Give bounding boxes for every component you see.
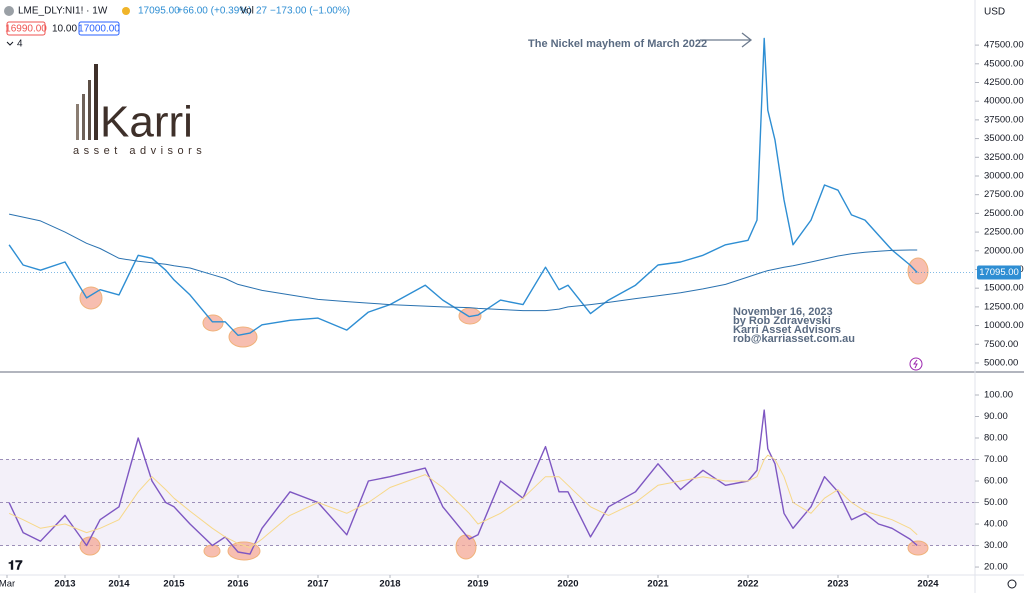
currency[interactable]: USD <box>984 7 1005 18</box>
series-line <box>8 409 918 555</box>
volume: 27 <box>256 6 268 17</box>
price: 17095.00 <box>138 6 180 17</box>
bid[interactable]: 16990.00 <box>5 24 47 35</box>
y-tick-label: 7500.00 <box>984 339 1018 350</box>
symbol: LME_DLY:NI1! · 1W <box>18 6 108 17</box>
y-tick-label: 5000.00 <box>984 357 1018 368</box>
y-tick-label: 70.00 <box>984 454 1008 465</box>
spread: 10.00 <box>52 24 77 35</box>
y-tick-label: 25000.00 <box>984 208 1024 219</box>
highlights <box>79 257 929 561</box>
ask[interactable]: 17000.00 <box>78 24 120 35</box>
alert-icon[interactable] <box>909 357 923 371</box>
y-tick-label: 15000.00 <box>984 283 1024 294</box>
arrow <box>700 32 753 48</box>
logo: Karri asset advisors <box>73 64 206 157</box>
annotation: Karri Asset Advisors <box>733 324 841 336</box>
y-tick-label: 50.00 <box>984 497 1008 508</box>
settings-icon[interactable] <box>1007 579 1017 589</box>
logo-name: Karri <box>100 98 193 147</box>
bid-box[interactable] <box>6 21 46 36</box>
last-price-label: 17095.00 <box>979 267 1019 278</box>
x-tick-label: 2020 <box>557 579 578 590</box>
annotation: by Rob Zdravevski <box>733 315 831 327</box>
x-tick-label: 2024 <box>917 579 939 590</box>
ask-box[interactable] <box>78 21 120 36</box>
logo-tagline: asset advisors <box>73 145 206 157</box>
y-tick-label: 80.00 <box>984 433 1008 444</box>
x-tick-label: 2014 <box>108 579 130 590</box>
annotation: The Nickel mayhem of March 2022 <box>528 38 707 50</box>
collapse-icon[interactable] <box>6 41 14 46</box>
series-line <box>8 37 918 336</box>
x-tick-label: 2016 <box>227 579 248 590</box>
y-tick-label: 40000.00 <box>984 96 1024 107</box>
y-tick-label: 30.00 <box>984 540 1008 551</box>
volume-label: Vol <box>240 6 254 17</box>
y-tick-label: 32500.00 <box>984 152 1024 163</box>
y-tick-label: 35000.00 <box>984 133 1024 144</box>
y-tick-label: 10000.00 <box>984 320 1024 331</box>
x-tick-label: 2018 <box>379 579 400 590</box>
rsi-band-layer <box>0 459 975 547</box>
x-tick-label: 2013 <box>54 579 75 590</box>
x-tick-label: 2021 <box>647 579 669 590</box>
y-tick-label: 22500.00 <box>984 227 1024 238</box>
x-tick-label: 2022 <box>737 579 758 590</box>
y-tick-label: 42500.00 <box>984 77 1024 88</box>
alert-bolt[interactable] <box>913 359 918 369</box>
market-status <box>122 7 130 15</box>
y-tick-label: 100.00 <box>984 390 1013 401</box>
y-tick-label: 45000.00 <box>984 58 1024 69</box>
indicator-count[interactable]: 4 <box>17 39 23 50</box>
x-tick-label: 2019 <box>467 579 488 590</box>
annotation: rob@karriasset.com.au <box>733 333 855 345</box>
series-line <box>8 454 918 549</box>
x-tick-label: 2023 <box>827 579 848 590</box>
y-tick-label: 90.00 <box>984 411 1008 422</box>
x-tick-label: 2017 <box>307 579 328 590</box>
y-tick-label: 20.00 <box>984 562 1008 573</box>
tv-logo[interactable]: 𝟏𝟕 <box>8 557 23 572</box>
change: +66.00 (+0.39%) <box>177 6 252 17</box>
y-tick-label: 37500.00 <box>984 114 1024 125</box>
y-tick-label: 27500.00 <box>984 189 1024 200</box>
symbol-icon <box>4 6 14 16</box>
x-tick-label: Mar <box>0 579 15 590</box>
y-tick-label: 60.00 <box>984 476 1008 487</box>
annotation: November 16, 2023 <box>733 306 833 318</box>
last-price-tag <box>977 265 1021 280</box>
x-tick-label: 2015 <box>163 579 185 590</box>
y-tick-label: 47500.00 <box>984 40 1024 51</box>
y-tick-label: 12500.00 <box>984 301 1024 312</box>
y-tick-label: 40.00 <box>984 519 1008 530</box>
series-line <box>8 213 918 312</box>
volume-change: −173.00 (−1.00%) <box>270 6 350 17</box>
y-tick-label: 30000.00 <box>984 171 1024 182</box>
y-tick-label: 20000.00 <box>984 245 1024 256</box>
